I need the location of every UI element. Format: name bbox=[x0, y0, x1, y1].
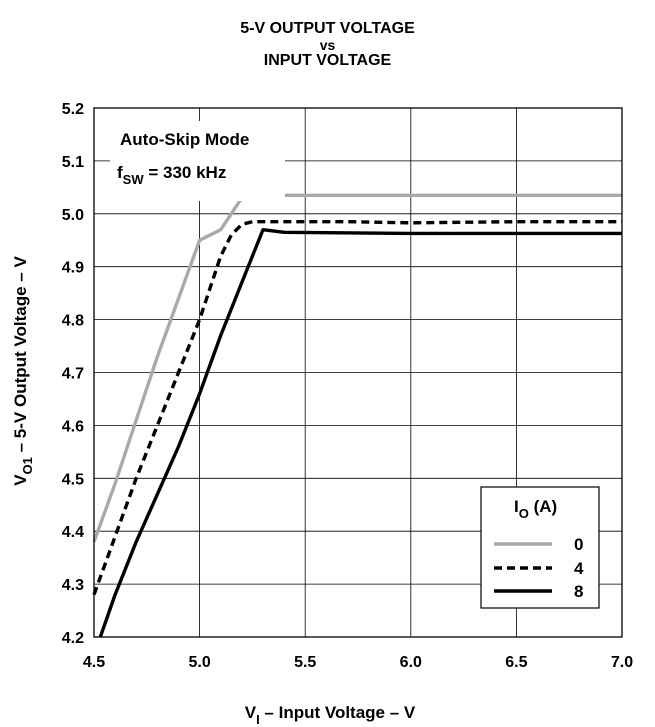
x-tick-label: 7.0 bbox=[611, 654, 633, 671]
x-tick-label: 4.5 bbox=[83, 654, 105, 671]
y-tick-label: 4.3 bbox=[62, 577, 84, 594]
y-tick-label: 4.2 bbox=[62, 630, 84, 647]
legend-label-4: 4 bbox=[574, 559, 584, 578]
x-tick-label: 5.5 bbox=[294, 654, 316, 671]
x-axis-label: VI – Input Voltage – V bbox=[245, 703, 416, 727]
y-tick-label: 4.4 bbox=[62, 524, 84, 541]
annotation-frequency-subscript: SW bbox=[123, 172, 145, 187]
legend-title-subscript: O bbox=[519, 506, 529, 521]
legend-label-0: 0 bbox=[574, 535, 583, 554]
y-axis-label-subscript: O1 bbox=[20, 457, 35, 474]
x-tick-labels: 4.5 5.0 5.5 6.0 6.5 7.0 bbox=[83, 654, 633, 671]
y-tick-label: 4.5 bbox=[62, 471, 84, 488]
y-axis-label-symbol: V bbox=[11, 474, 30, 486]
annotation-mode-text: Auto-Skip Mode bbox=[120, 130, 249, 149]
annotation-box: Auto-Skip Mode fSW = 330 kHz bbox=[110, 121, 285, 201]
x-axis-label-text: – Input Voltage – V bbox=[260, 703, 416, 722]
y-tick-label: 4.7 bbox=[62, 366, 84, 383]
y-tick-label: 4.6 bbox=[62, 418, 84, 435]
y-tick-labels: 4.2 4.3 4.4 4.5 4.6 4.7 4.8 4.9 5.0 5.1 5.2 bbox=[62, 101, 84, 647]
x-tick-label: 6.5 bbox=[505, 654, 527, 671]
y-tick-label: 5.1 bbox=[62, 154, 84, 171]
y-tick-label: 4.9 bbox=[62, 260, 84, 277]
y-tick-label: 4.8 bbox=[62, 313, 84, 330]
y-axis-label: VO1 – 5-V Output Voltage – V bbox=[11, 256, 35, 486]
x-tick-label: 5.0 bbox=[188, 654, 210, 671]
legend-label-8: 8 bbox=[574, 582, 583, 601]
legend-title-unit: (A) bbox=[529, 497, 557, 516]
legend: IO (A) 048 bbox=[481, 487, 599, 608]
x-axis-label-symbol: V bbox=[245, 703, 257, 722]
y-tick-label: 5.2 bbox=[62, 101, 84, 118]
y-axis-label-text: – 5-V Output Voltage – V bbox=[11, 256, 30, 458]
x-tick-label: 6.0 bbox=[400, 654, 422, 671]
annotation-frequency-value: = 330 kHz bbox=[144, 163, 227, 182]
y-tick-label: 5.0 bbox=[62, 207, 84, 224]
